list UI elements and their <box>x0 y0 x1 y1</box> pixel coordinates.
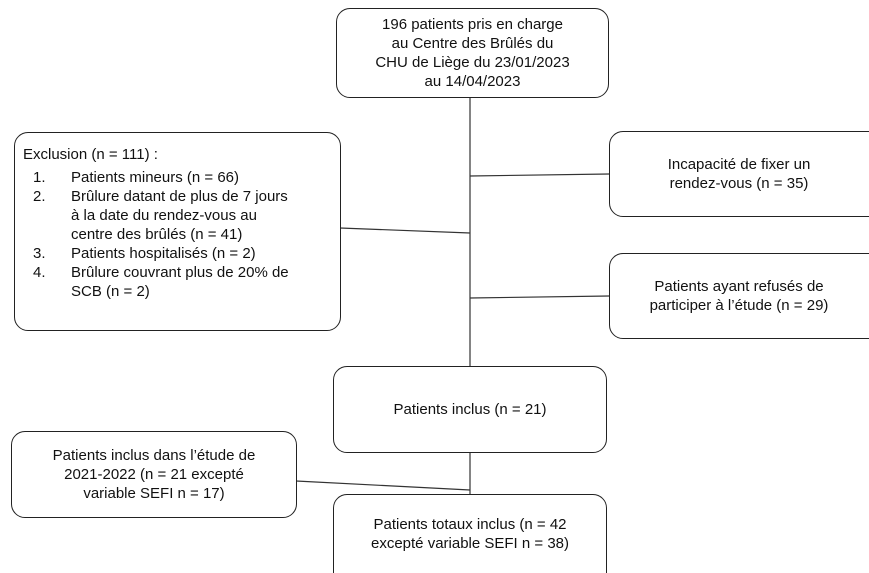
connector <box>295 480 471 491</box>
item-text: Patients mineurs (n = 66) <box>71 168 239 187</box>
item-number: 1. <box>33 169 46 186</box>
text-line: au 14/04/2023 <box>424 73 521 90</box>
refused-box: Patients ayant refusés de participer à l’… <box>609 253 869 339</box>
text-line: Patients mineurs (n = 66) <box>71 169 239 186</box>
text-line: à la date du rendez-vous au <box>71 207 257 224</box>
text-line: Patients ayant refusés de <box>654 278 824 295</box>
text-line: Patients inclus (n = 21) <box>393 401 547 418</box>
text-line: Brûlure datant de plus de 7 jours <box>71 188 288 205</box>
exclusion-item: 3. Patients hospitalisés (n = 2) <box>23 244 256 263</box>
text-line: excepté variable SEFI n = 38) <box>370 534 570 552</box>
item-number: 4. <box>33 264 46 281</box>
connector <box>469 173 610 177</box>
text-line: 2021-2022 (n = 21 excepté <box>64 466 244 483</box>
connector <box>469 295 610 299</box>
exclusion-item: 4. Brûlure couvrant plus de 20% de SCB (n … <box>23 263 289 301</box>
source-box: 196 patients pris en charge au Centre des… <box>336 8 609 98</box>
text-line: variable SEFI n = 17) <box>83 485 225 502</box>
included-box: Patients inclus (n = 21) <box>333 366 607 453</box>
item-text: Patients hospitalisés (n = 2) <box>71 244 256 263</box>
exclusion-title: Exclusion (n = 111) : <box>23 146 158 163</box>
text-line: rendez-vous (n = 35) <box>669 175 809 192</box>
item-text: Brûlure datant de plus de 7 jours à la da… <box>71 187 288 244</box>
text-line: participer à l’étude (n = 29) <box>649 297 829 314</box>
text-line: 196 patients pris en charge <box>382 16 563 33</box>
item-number: 3. <box>33 245 46 262</box>
text-line: Patients hospitalisés (n = 2) <box>71 245 256 262</box>
exclusion-item: 1. Patients mineurs (n = 66) <box>23 168 239 187</box>
connector <box>339 227 471 234</box>
text-line: centre des brûlés (n = 41) <box>71 226 243 243</box>
item-number: 2. <box>33 188 46 205</box>
text-line: Patients totaux inclus (n = 42 <box>373 515 567 533</box>
item-text: Brûlure couvrant plus de 20% de SCB (n = … <box>71 263 289 301</box>
text-line: Brûlure couvrant plus de 20% de <box>71 264 289 281</box>
text-line: CHU de Liège du 23/01/2023 <box>375 54 570 71</box>
no-appointment-box: Incapacité de fixer un rendez-vous (n = 3… <box>609 131 869 217</box>
text-line: au Centre des Brûlés du <box>391 35 554 52</box>
text-line: SCB (n = 2) <box>71 283 150 300</box>
text-line: Patients inclus dans l’étude de <box>52 447 256 464</box>
previous-study-box: Patients inclus dans l’étude de 2021-2022… <box>11 431 297 518</box>
exclusion-item: 2. Brûlure datant de plus de 7 jours à la … <box>23 187 288 244</box>
exclusion-box: Exclusion (n = 111) : 1. Patients mineurs… <box>14 132 341 331</box>
total-box: Patients totaux inclus (n = 42 excepté va… <box>333 494 607 573</box>
text-line: Incapacité de fixer un <box>667 156 811 173</box>
